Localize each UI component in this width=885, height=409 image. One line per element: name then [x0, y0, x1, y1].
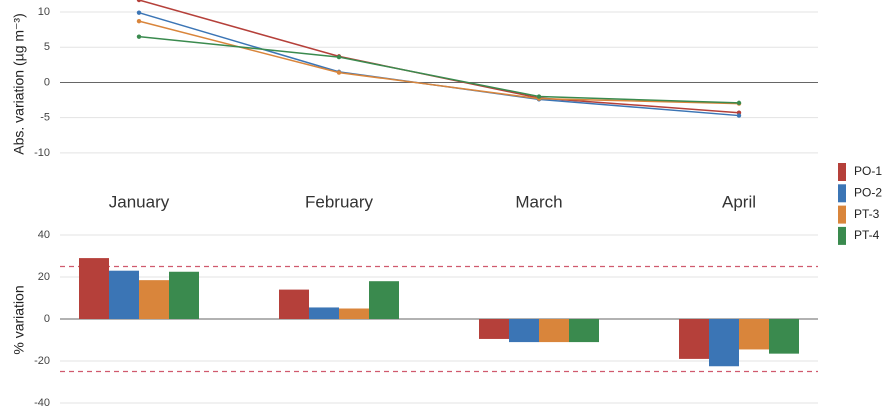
legend-label: PT-3	[854, 207, 880, 221]
bar	[539, 319, 569, 343]
legend-label: PO-2	[854, 185, 882, 199]
legend-swatch	[838, 205, 846, 224]
point	[136, 10, 142, 15]
line	[138, 20, 740, 105]
point	[536, 94, 542, 99]
bar	[509, 319, 539, 343]
bar	[709, 319, 739, 367]
bar	[109, 270, 139, 319]
bar	[369, 281, 399, 319]
bar	[769, 319, 799, 354]
y-axis-title: Abs. variation (µg m⁻³)	[11, 13, 27, 155]
y-tick-label: 5	[44, 41, 50, 53]
y-tick-label: 40	[38, 229, 50, 241]
bar	[139, 280, 169, 319]
point	[736, 113, 742, 118]
y-tick-label: 0	[44, 313, 50, 325]
point	[136, 0, 142, 3]
x-tick-label: February	[305, 192, 374, 211]
legend-label: PT-4	[854, 228, 880, 242]
legend-swatch	[838, 163, 846, 181]
legend-swatch	[838, 184, 846, 203]
point	[336, 54, 342, 60]
y-tick-label: -5	[40, 112, 50, 124]
y-tick-label: -10	[34, 147, 50, 159]
y-tick-label: 0	[44, 76, 50, 88]
bar	[79, 258, 109, 319]
y-axis-title: % variation	[11, 285, 27, 354]
bar	[479, 319, 509, 339]
point	[736, 100, 742, 106]
legend-swatch	[838, 226, 846, 245]
point	[136, 18, 142, 24]
bar	[339, 308, 369, 319]
bar	[679, 319, 709, 359]
line	[138, 35, 740, 104]
bar	[279, 289, 309, 319]
line	[138, 0, 740, 114]
point	[336, 70, 342, 75]
x-tick-label: January	[109, 192, 170, 211]
y-tick-label: 20	[38, 271, 50, 283]
bar	[309, 307, 339, 319]
y-tick-label: -40	[34, 397, 50, 409]
x-tick-label: March	[515, 192, 562, 211]
y-tick-label: 10	[38, 6, 50, 18]
legend-label: PO-1	[854, 164, 882, 178]
bar	[569, 319, 599, 343]
x-tick-label: April	[722, 192, 756, 211]
bar	[169, 271, 199, 319]
point	[136, 34, 142, 39]
bar	[739, 319, 769, 350]
y-tick-label: -20	[34, 355, 50, 367]
